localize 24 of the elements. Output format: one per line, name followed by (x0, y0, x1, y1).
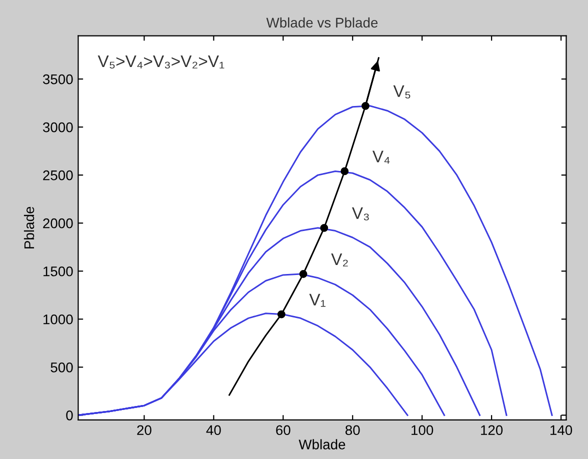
x-tick-label: 40 (206, 425, 221, 436)
x-tick-label: 60 (276, 425, 290, 436)
y-tick-label: 500 (50, 362, 73, 372)
x-tick-label: 120 (481, 425, 503, 436)
x-tick-label: 100 (412, 425, 434, 436)
y-tick-label: 2500 (43, 170, 73, 180)
y-tick-label: 2000 (43, 218, 73, 228)
y-tick-label: 1000 (44, 314, 73, 324)
y-tick-label: 3500 (42, 74, 73, 84)
x-tick-label: 20 (137, 425, 152, 436)
y-tick-label: 3000 (42, 122, 73, 132)
series-label: V₅ (393, 85, 410, 98)
series-label: V₃ (352, 207, 369, 220)
annotation: V₅>V₄>V₃>V₂>V₁ (98, 56, 224, 69)
series-label: V₁ (309, 294, 326, 307)
y-tick-label: 1500 (44, 266, 73, 276)
x-tick-label: 80 (346, 425, 360, 436)
chart-title: Wblade vs Pblade (266, 17, 378, 28)
x-axis-title: Wblade (298, 439, 346, 450)
series-label: V₄ (372, 150, 390, 164)
y-axis-title: Pblade (24, 206, 34, 248)
y-tick-label: 0 (66, 410, 73, 420)
series-label: V₂ (331, 254, 348, 266)
x-tick-label: 140 (550, 425, 572, 436)
